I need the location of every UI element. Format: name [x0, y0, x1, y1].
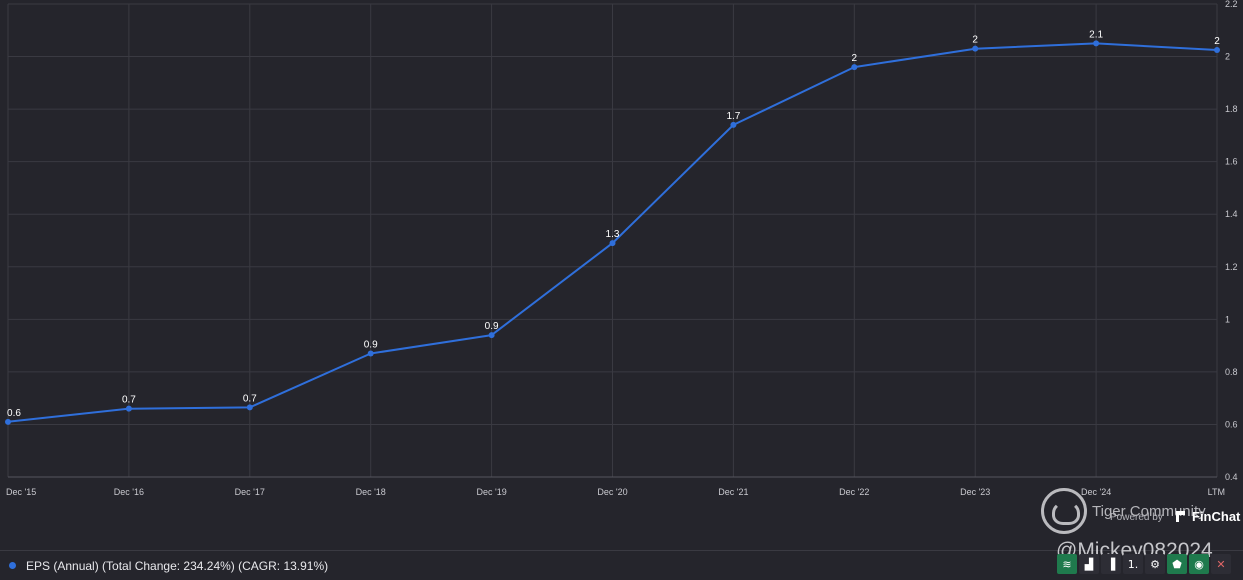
data-label: 2 — [972, 35, 978, 46]
data-point[interactable] — [972, 45, 979, 52]
x-tick-label: Dec '24 — [1081, 487, 1111, 497]
data-label: 2.1 — [1089, 29, 1103, 40]
data-point[interactable] — [488, 332, 495, 339]
x-tick-label: Dec '20 — [597, 487, 627, 497]
chart-toolbar: ≋ ▟ ▐ 1. ⚙ ⬟ ◉ ✕ — [1057, 554, 1231, 574]
y-tick-label: 0.6 — [1225, 419, 1238, 429]
data-point[interactable] — [730, 121, 737, 128]
x-tick-label: Dec '19 — [476, 487, 506, 497]
y-tick-label: 1.8 — [1225, 104, 1238, 114]
data-point[interactable] — [367, 350, 374, 357]
data-label: 2 — [852, 53, 858, 64]
x-tick-label: Dec '22 — [839, 487, 869, 497]
powered-by-text: Powered by — [1110, 512, 1163, 523]
eps-line-chart: 0.4 0.6 0.8 1 1.2 1.4 1.6 1.8 2 2.2 Dec '15 Dec '16… — [5, 0, 1238, 497]
tiger-logo-icon — [1041, 488, 1087, 534]
y-tick-label: 0.8 — [1225, 367, 1238, 377]
legend-marker — [9, 562, 16, 569]
x-tick-label: Dec '15 — [6, 487, 36, 497]
y-tick-label: 0.4 — [1225, 472, 1238, 482]
grid — [7, 3, 1218, 478]
y-tick-label: 1.2 — [1225, 262, 1238, 272]
x-tick-label: Dec '18 — [356, 487, 386, 497]
finchat-brand: FinChat — [1192, 509, 1241, 524]
data-labels: 0.6 0.7 0.7 0.9 0.9 1.3 1.7 2 2 2.1 2 — [7, 29, 1220, 418]
data-label: 0.9 — [485, 321, 499, 332]
data-point[interactable] — [1093, 40, 1100, 47]
data-point[interactable] — [609, 240, 616, 247]
data-point[interactable] — [1214, 46, 1220, 53]
data-label: 0.9 — [364, 339, 378, 350]
data-label: 0.7 — [122, 395, 136, 406]
y-tick-label: 1 — [1225, 314, 1230, 324]
bar-chart-icon[interactable]: ▟ — [1079, 554, 1099, 574]
eye-icon[interactable]: ◉ — [1189, 554, 1209, 574]
series-eps — [5, 40, 1220, 425]
y-tick-label: 1.4 — [1225, 209, 1238, 219]
finchat-logo-icon — [1176, 511, 1186, 522]
x-tick-label: Dec '17 — [235, 487, 265, 497]
y-tick-label: 2 — [1225, 52, 1230, 62]
column-chart-icon[interactable]: ▐ — [1101, 554, 1121, 574]
data-point[interactable] — [5, 418, 11, 425]
data-label: 0.7 — [243, 393, 257, 404]
chart-style-icon[interactable]: ≋ — [1057, 554, 1077, 574]
axes: 0.4 0.6 0.8 1 1.2 1.4 1.6 1.8 2 2.2 Dec '15 Dec '16… — [6, 0, 1238, 497]
data-label: 2 — [1214, 36, 1220, 47]
data-label: 0.6 — [7, 408, 21, 419]
data-label: 1.7 — [726, 111, 740, 122]
data-point[interactable] — [246, 404, 253, 411]
tag-icon[interactable]: ⬟ — [1167, 554, 1187, 574]
legend[interactable]: EPS (Annual) (Total Change: 234.24%) (CA… — [0, 550, 1243, 580]
x-tick-label: Dec '21 — [718, 487, 748, 497]
legend-label: EPS (Annual) (Total Change: 234.24%) (CA… — [26, 558, 329, 573]
y-tick-label: 1.6 — [1225, 157, 1238, 167]
data-label: 1.3 — [606, 229, 620, 240]
data-point[interactable] — [851, 64, 858, 71]
y-tick-label: 2.2 — [1225, 0, 1238, 9]
x-tick-label: Dec '16 — [114, 487, 144, 497]
more-icon[interactable]: 1. — [1123, 554, 1143, 574]
close-icon[interactable]: ✕ — [1211, 554, 1231, 574]
gear-icon[interactable]: ⚙ — [1145, 554, 1165, 574]
x-tick-label: LTM — [1208, 487, 1225, 497]
x-tick-label: Dec '23 — [960, 487, 990, 497]
data-point[interactable] — [125, 405, 132, 412]
